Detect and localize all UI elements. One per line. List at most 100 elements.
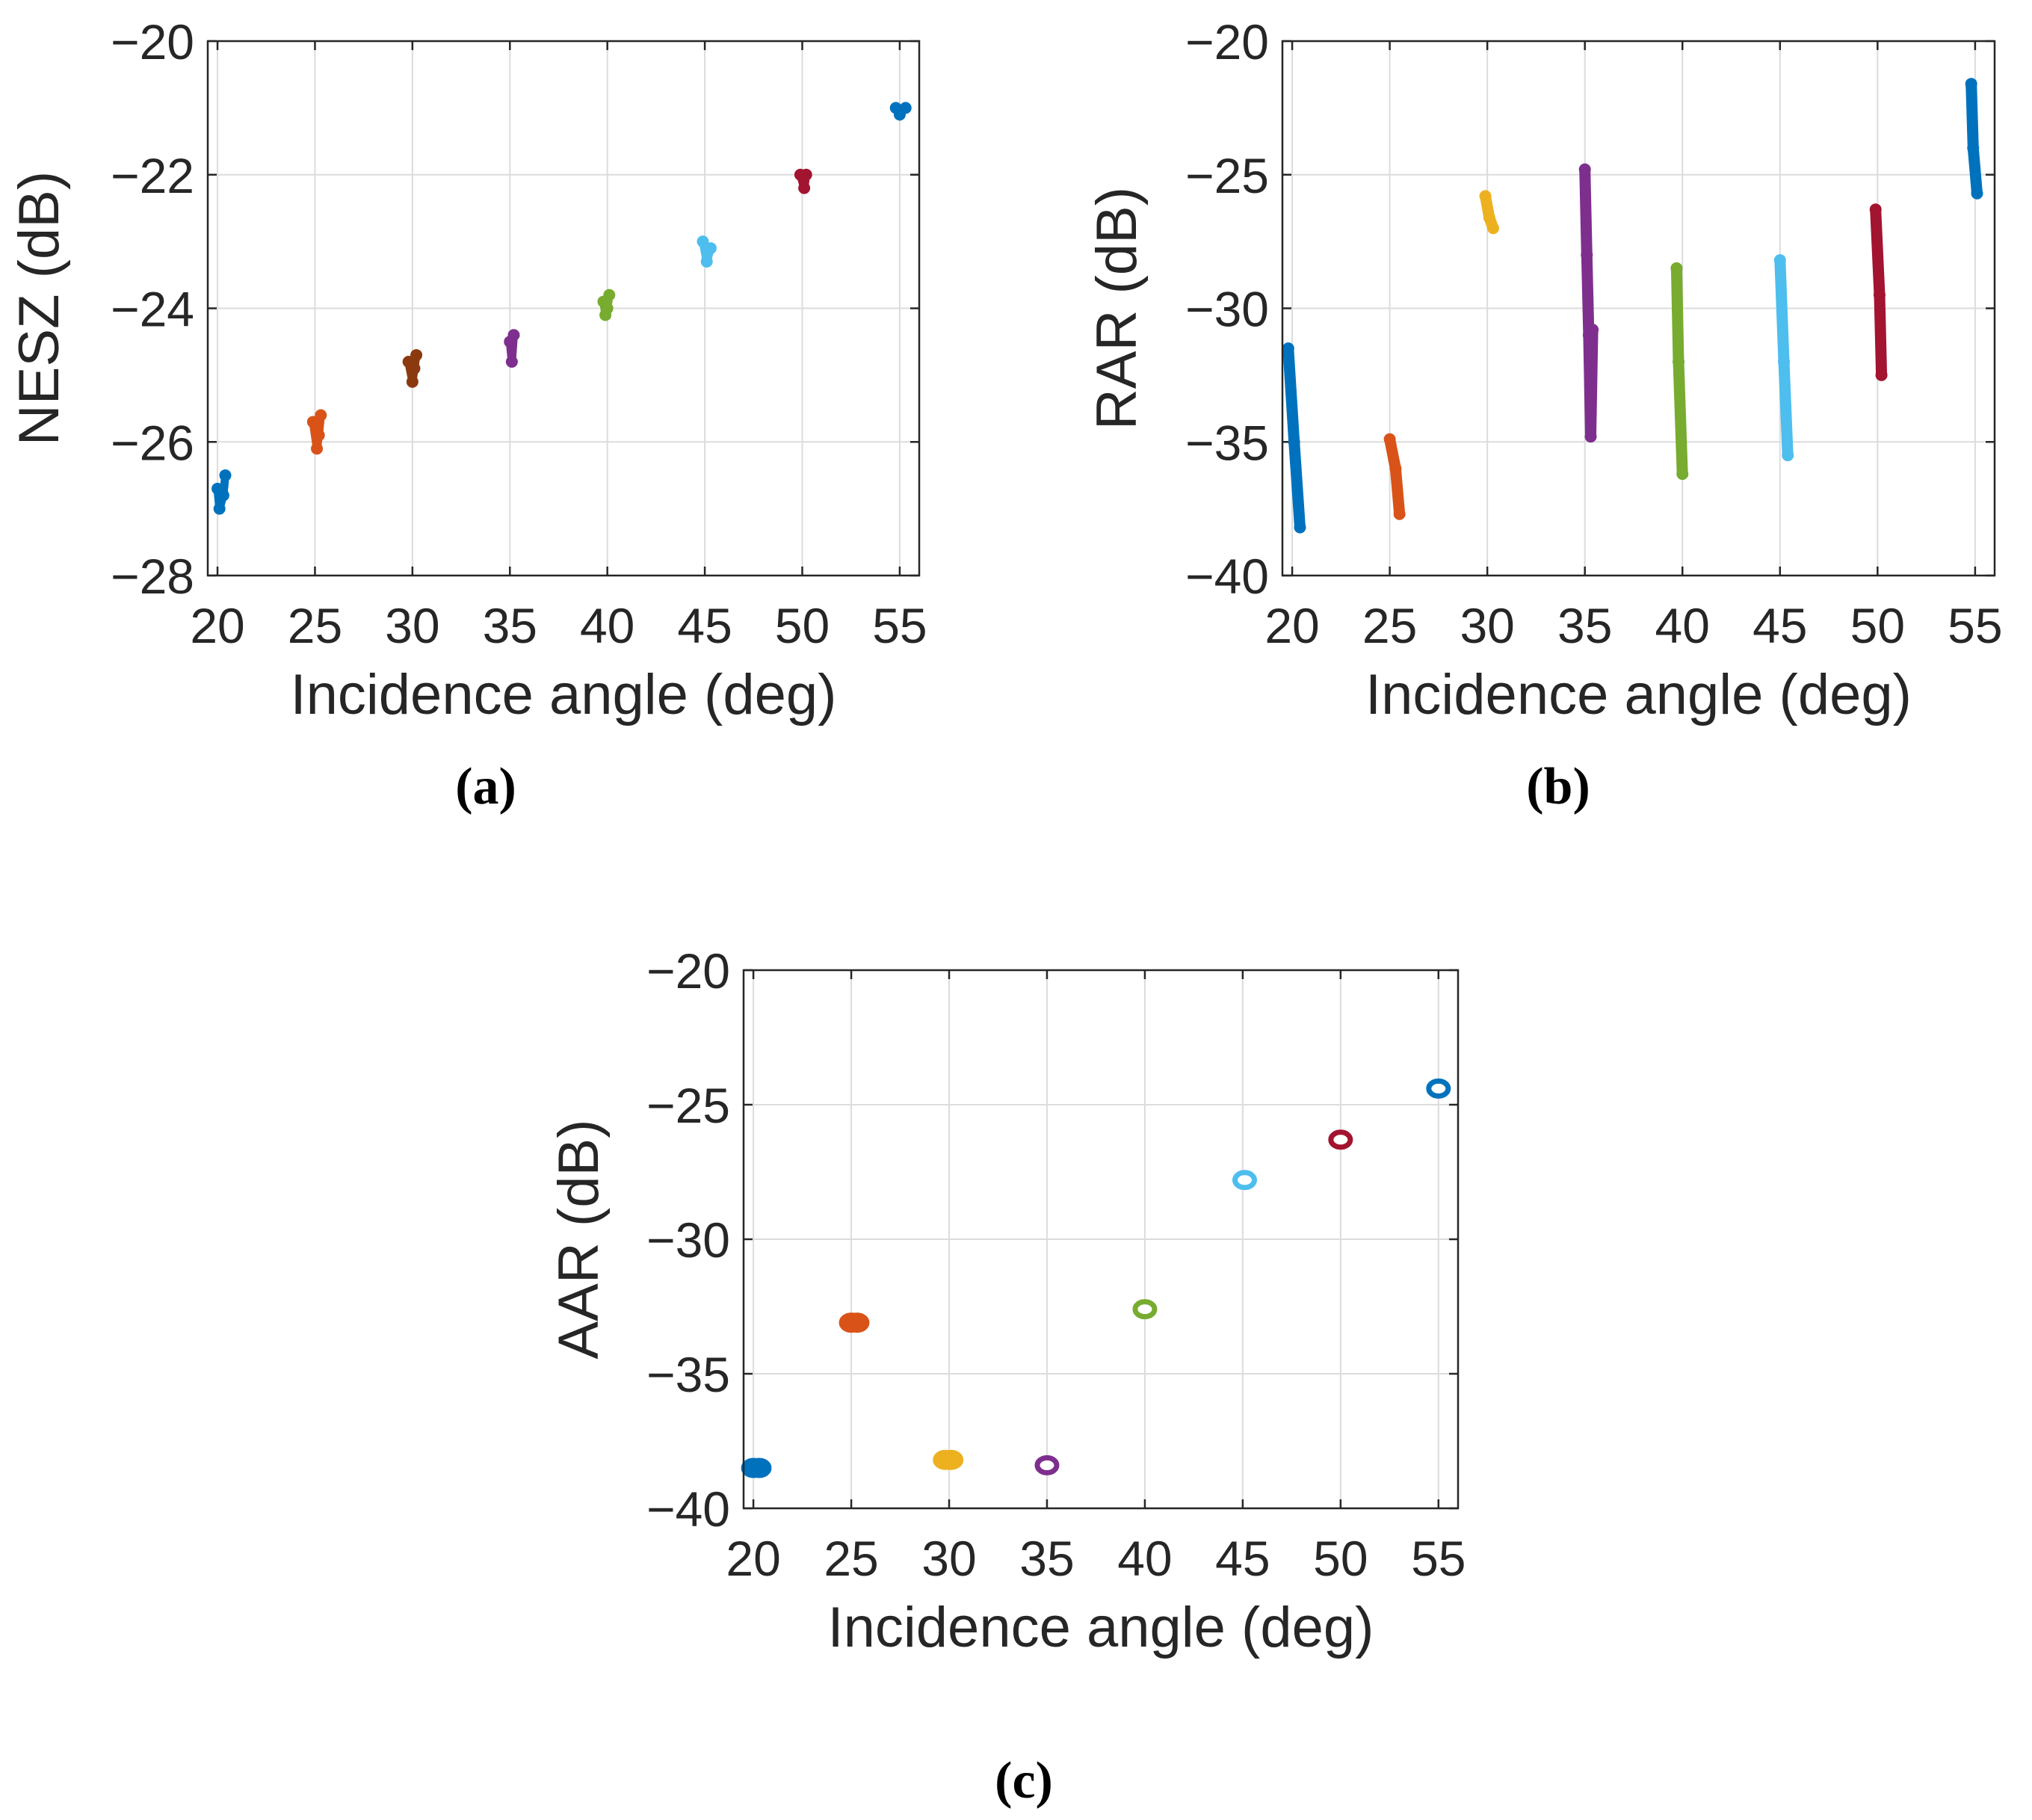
series-40-deg xyxy=(1670,262,1689,481)
data-point xyxy=(700,255,713,268)
x-axis-label: Incidence angle (deg) xyxy=(1365,663,1912,727)
data-point xyxy=(1034,1455,1060,1475)
series-20-deg xyxy=(211,469,232,515)
data-point xyxy=(1778,356,1791,368)
chart-panel-c: 20 25 30 35 40 45 50 55 −40 −35 −30 −25 −20 Incidence… xyxy=(547,943,1466,1810)
data-point xyxy=(1383,433,1396,445)
series-45-deg xyxy=(1232,1170,1258,1191)
y-tick-label: −25 xyxy=(646,1078,730,1133)
data-point xyxy=(798,182,811,194)
series-55-deg xyxy=(1965,78,1983,200)
series-line xyxy=(1965,78,1983,200)
series-45-deg xyxy=(697,235,717,268)
series-20-deg xyxy=(1282,342,1306,534)
data-point xyxy=(410,349,423,362)
x-tick-label: 25 xyxy=(288,598,342,653)
series-50-deg xyxy=(1869,203,1888,381)
data-point xyxy=(1426,1078,1451,1099)
data-point xyxy=(704,242,717,255)
data-point xyxy=(507,329,520,342)
series-25-deg xyxy=(306,409,327,455)
data-point xyxy=(1869,203,1882,216)
data-point xyxy=(311,442,324,455)
data-point xyxy=(219,469,232,481)
data-point xyxy=(1581,249,1593,261)
y-tick-label: −20 xyxy=(111,14,194,70)
data-point xyxy=(1393,508,1406,520)
series-30-deg xyxy=(402,349,423,388)
data-point xyxy=(1773,254,1786,267)
series-line xyxy=(1670,262,1688,480)
data-point xyxy=(1294,521,1306,534)
series-30-deg xyxy=(933,1449,964,1470)
axes-frame xyxy=(1281,40,1996,577)
x-tick-label: 20 xyxy=(1264,598,1319,653)
data-point xyxy=(1288,436,1300,448)
data-point xyxy=(1232,1170,1258,1191)
axes-frame xyxy=(206,40,921,577)
data-point xyxy=(1587,324,1599,336)
series-50-deg xyxy=(1328,1129,1353,1150)
series-35-deg xyxy=(1034,1455,1060,1475)
panel-caption: (c) xyxy=(995,1752,1053,1810)
data-point xyxy=(306,416,319,428)
data-point xyxy=(505,356,518,368)
x-tick-label: 55 xyxy=(1948,598,2002,653)
x-tick-label: 25 xyxy=(824,1531,878,1586)
x-tick-label: 45 xyxy=(1215,1531,1270,1586)
series-45-deg xyxy=(1773,254,1794,462)
y-tick-label: −40 xyxy=(646,1481,730,1537)
data-point xyxy=(844,1312,870,1333)
x-tick-label: 45 xyxy=(677,598,732,653)
data-point xyxy=(408,362,421,374)
data-point xyxy=(1673,356,1685,368)
data-point xyxy=(213,502,226,515)
data-point xyxy=(601,302,614,315)
data-point xyxy=(1967,142,1980,154)
y-tick-label: −20 xyxy=(1185,14,1269,70)
y-axis-label: NESZ (dB) xyxy=(7,171,71,445)
y-tick-label: −30 xyxy=(1185,282,1269,337)
data-point xyxy=(315,409,327,422)
series-25-deg xyxy=(839,1312,870,1333)
x-tick-label: 55 xyxy=(1411,1531,1466,1586)
series-30-deg xyxy=(1479,190,1499,235)
data-point xyxy=(800,168,812,181)
y-tick-label: −26 xyxy=(111,415,194,470)
panel-caption: (a) xyxy=(455,758,516,815)
x-tick-label: 35 xyxy=(1019,1531,1074,1586)
y-tick-label: −40 xyxy=(1185,549,1269,604)
y-tick-label: −20 xyxy=(646,943,730,999)
y-tick-label: −25 xyxy=(1185,148,1269,203)
data-point xyxy=(1782,449,1794,462)
chart-panel-b: 20 25 30 35 40 45 50 55 −40 −35 −30 −25 −20 Incidence… xyxy=(1085,14,2003,815)
x-tick-label: 50 xyxy=(1850,598,1905,653)
x-tick-label: 35 xyxy=(1557,598,1612,653)
data-point xyxy=(1479,190,1492,203)
y-tick-label: −30 xyxy=(646,1212,730,1268)
series-35-deg xyxy=(504,329,520,368)
panel-caption: (b) xyxy=(1526,758,1590,815)
data-point xyxy=(1483,211,1495,223)
data-point xyxy=(1676,468,1689,481)
series-40-deg xyxy=(597,289,616,321)
series-55-deg xyxy=(889,102,912,121)
y-axis-label: RAR (dB) xyxy=(1085,187,1149,430)
data-point xyxy=(747,1457,772,1478)
x-tick-label: 20 xyxy=(726,1531,780,1586)
x-tick-label: 30 xyxy=(1460,598,1514,653)
x-tick-label: 45 xyxy=(1752,598,1807,653)
data-point xyxy=(697,235,709,248)
x-tick-label: 30 xyxy=(385,598,439,653)
y-tick-label: −35 xyxy=(1185,415,1269,470)
y-tick-label: −35 xyxy=(646,1347,730,1402)
x-tick-label: 40 xyxy=(1117,1531,1172,1586)
data-point xyxy=(217,489,229,502)
x-tick-label: 25 xyxy=(1362,598,1417,653)
data-point xyxy=(1486,222,1499,235)
x-axis-label: Incidence angle (deg) xyxy=(828,1596,1374,1659)
x-tick-label: 50 xyxy=(1313,1531,1368,1586)
data-point xyxy=(1875,368,1888,381)
series-55-deg xyxy=(1426,1078,1451,1099)
